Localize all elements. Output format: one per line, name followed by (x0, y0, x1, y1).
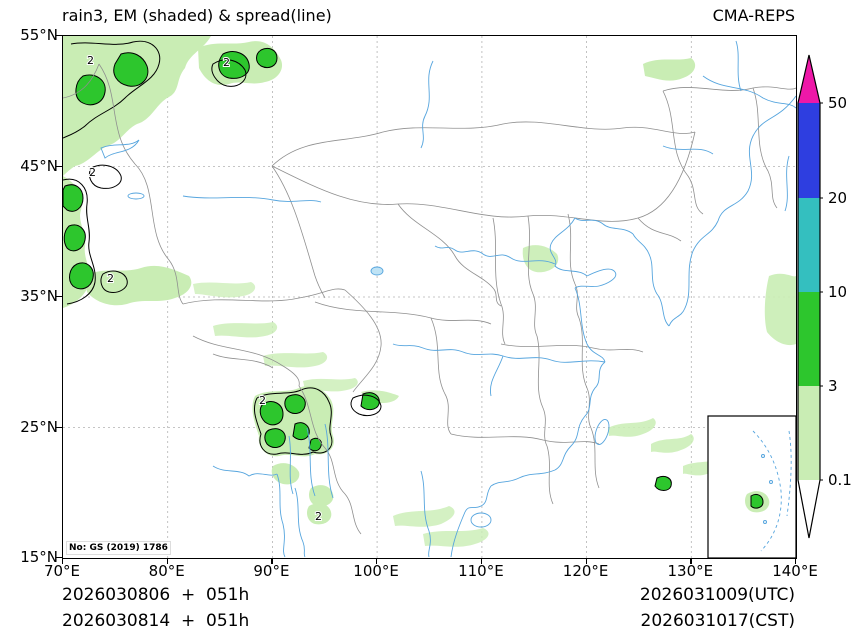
contour-label-2: 2 (315, 510, 322, 523)
lat-tick-label: 15°N (20, 548, 58, 566)
model-name: CMA-REPS (712, 6, 795, 25)
colorbar-canvas (797, 54, 823, 539)
colorbar-tick-label: 3 (828, 377, 838, 395)
page-title: rain3, EM (shaded) & spread(line) (62, 6, 332, 25)
lon-tick-label: 140°E (772, 562, 818, 580)
lat-tick-label: 45°N (20, 156, 58, 175)
axis-tick (480, 558, 483, 564)
axis-tick (56, 426, 62, 428)
contour-label-2: 2 (259, 394, 266, 407)
colorbar-tick-label: 0.1 (828, 471, 852, 489)
axis-tick (62, 558, 64, 564)
axis-tick (56, 165, 62, 167)
init-time-utc: 2026030806 + 051h (62, 585, 250, 605)
colorbar-tick-label: 10 (828, 283, 848, 301)
colorbar-ticks (820, 102, 823, 481)
contour-label-2: 2 (87, 54, 94, 67)
lat-tick-label: 35°N (20, 287, 58, 305)
lon-tick-label: 130°E (667, 562, 714, 580)
axis-tick (690, 558, 692, 564)
axis-tick (56, 557, 62, 559)
init-time-cst: 2026030814 + 051h (62, 611, 250, 631)
valid-time-cst: 2026031017(CST) (640, 611, 795, 631)
colorbar-seg-20-50 (798, 103, 820, 198)
lon-tick-label: 80°E (148, 562, 185, 580)
lon-tick-label: 120°E (562, 562, 609, 580)
axis-tick (56, 296, 62, 298)
colorbar-seg-01-3 (798, 386, 820, 480)
lat-tick-label: 55°N (20, 26, 58, 44)
colorbar-over-arrow (798, 55, 820, 103)
spread-contours (63, 40, 382, 455)
lat-tick-label: 25°N (20, 417, 58, 436)
south-china-sea-inset (707, 415, 796, 558)
lon-tick-label: 90°E (253, 562, 290, 580)
map-canvas: 2 2 2 2 2 2 (63, 36, 796, 558)
colorbar-tick-label: 20 (828, 189, 848, 207)
lon-tick-label: 110°E (458, 562, 504, 580)
axis-tick (56, 35, 62, 37)
contour-labels: 2 2 2 2 2 2 (86, 53, 323, 524)
axis-tick (585, 558, 587, 564)
colorbar-seg-3-10 (798, 292, 820, 386)
lon-tick-label: 100°E (353, 562, 399, 580)
axis-tick (795, 558, 797, 564)
coastlines-rivers (100, 40, 796, 558)
valid-time-utc: 2026031009(UTC) (639, 585, 795, 605)
contour-label-2: 2 (223, 56, 230, 69)
colorbar-tick-label: 50 (828, 94, 848, 112)
grid-lines (63, 36, 796, 558)
colorbar-under-arrow (798, 480, 820, 538)
contour-label-2: 2 (89, 166, 96, 179)
rain-shading-dark (63, 47, 672, 491)
province-borders (63, 63, 796, 535)
axis-tick (166, 558, 168, 564)
colorbar (797, 53, 823, 545)
contour-label-2: 2 (107, 272, 114, 285)
lon-tick-label: 70°E (43, 562, 81, 580)
colorbar-seg-10-20 (798, 198, 820, 292)
rain-shading-light (63, 36, 796, 547)
axis-tick (376, 558, 378, 564)
license-note: No: GS (2019) 1786 (66, 541, 171, 555)
axis-tick (271, 558, 273, 564)
map-frame: 2 2 2 2 2 2 (62, 35, 797, 559)
